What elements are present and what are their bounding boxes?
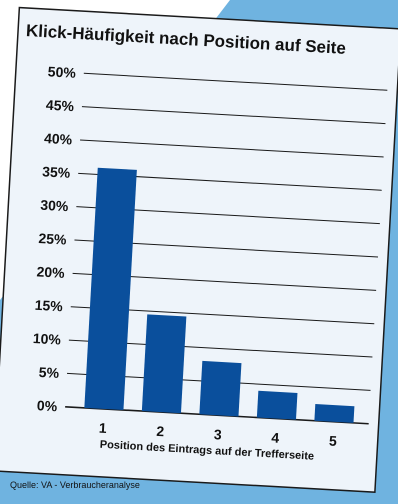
y-tick-label: 10% xyxy=(32,330,61,348)
x-category-label: 2 xyxy=(156,423,165,439)
y-tick-label: 20% xyxy=(36,263,65,281)
y-tick-label: 45% xyxy=(46,97,75,115)
x-category-label: 3 xyxy=(214,426,223,442)
gridline xyxy=(83,72,388,91)
bar-position-3 xyxy=(199,360,242,417)
bar-position-1 xyxy=(84,167,137,411)
source-note: Quelle: VA - Verbraucheranalyse xyxy=(10,480,140,490)
y-tick-label: 30% xyxy=(40,197,69,215)
bars xyxy=(84,167,355,423)
y-tick-label: 0% xyxy=(37,397,59,414)
gridline xyxy=(80,139,384,158)
y-tick-label: 50% xyxy=(47,63,76,81)
x-category-label: 1 xyxy=(98,420,107,436)
y-tick-label: 35% xyxy=(42,163,71,181)
y-tick-label: 5% xyxy=(38,364,60,381)
bar-position-5 xyxy=(314,404,355,423)
bar-position-4 xyxy=(256,390,298,420)
x-category-label: 5 xyxy=(329,433,338,449)
y-tick-label: 40% xyxy=(44,130,73,148)
bar-position-2 xyxy=(141,314,187,414)
gridline xyxy=(81,106,386,125)
x-axis-categories: 1 2 3 4 5 xyxy=(98,420,337,449)
y-tick-label: 15% xyxy=(34,297,63,315)
y-axis-ticks: 0% 5% 10% 15% 20% 25% 30% 35% 40% 45% 50% xyxy=(32,63,76,414)
x-category-label: 4 xyxy=(271,429,280,445)
y-tick-label: 25% xyxy=(38,230,67,248)
